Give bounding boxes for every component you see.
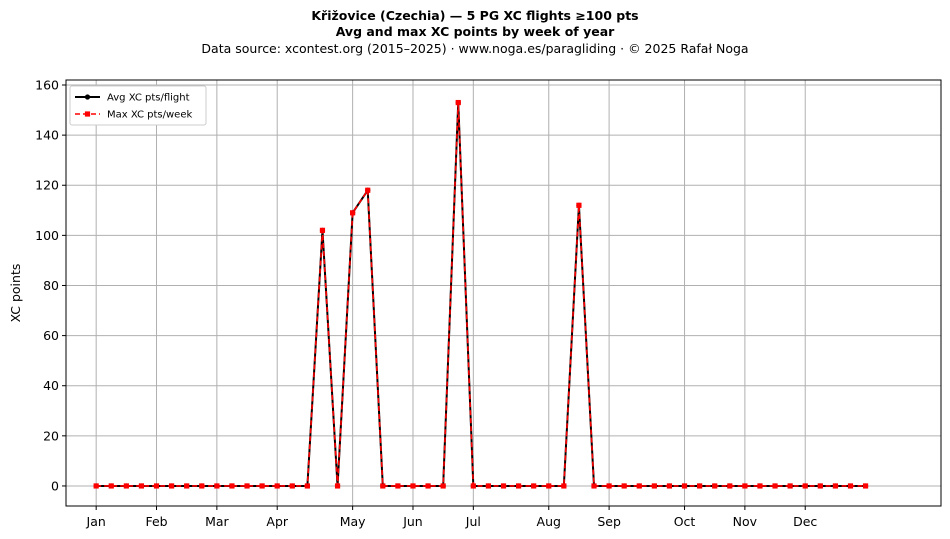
max-data-point <box>350 210 356 216</box>
max-data-point <box>365 187 371 193</box>
y-tick-label: 160 <box>35 78 59 93</box>
series-layer <box>93 99 869 489</box>
max-data-point <box>621 483 627 489</box>
max-data-point <box>169 483 175 489</box>
y-tick-label: 60 <box>43 328 59 343</box>
legend-marker-avg <box>84 94 91 100</box>
max-data-point <box>561 483 567 489</box>
max-data-point <box>199 483 205 489</box>
max-data-point <box>681 483 688 489</box>
x-tick-label: Jan <box>86 514 106 529</box>
axis-layer: Jan Feb Mar Apr May Jun Jul Aug Sep Oct Nov Dec 0 20 4… <box>35 78 817 529</box>
max-data-point <box>304 483 310 489</box>
legend-label-avg: Avg XC pts/flight <box>107 93 190 104</box>
x-tick-label: Oct <box>674 514 696 529</box>
max-data-point <box>244 483 250 489</box>
y-tick-label: 20 <box>43 428 59 443</box>
max-data-point <box>138 483 145 489</box>
max-data-point <box>410 483 416 489</box>
max-data-point <box>440 483 446 489</box>
x-tick-label: Sep <box>597 514 621 529</box>
legend-marker-max <box>84 111 91 117</box>
max-data-point <box>802 483 808 489</box>
grid-layer <box>66 80 941 506</box>
max-data-point <box>712 483 718 489</box>
max-data-point <box>455 99 461 106</box>
series-line-max <box>96 101 866 487</box>
max-data-point <box>727 483 733 489</box>
max-data-point <box>546 483 552 489</box>
max-data-point <box>531 483 537 489</box>
chart-title: Křižovice (Czechia) — 5 PG XC flights ≥1… <box>311 8 639 23</box>
max-data-point <box>108 483 114 489</box>
max-data-point <box>334 483 341 489</box>
max-data-point <box>93 483 99 489</box>
max-data-point <box>274 483 280 489</box>
max-data-point <box>153 483 160 489</box>
max-data-point <box>591 483 597 489</box>
max-data-point <box>862 483 869 489</box>
max-data-point <box>229 483 235 489</box>
max-data-point <box>787 483 793 489</box>
max-data-point <box>606 483 612 489</box>
max-data-point <box>319 227 326 233</box>
y-tick-label: 40 <box>43 378 59 393</box>
max-data-point <box>259 483 265 489</box>
y-tick-label: 80 <box>43 278 59 293</box>
plot-frame <box>65 79 942 507</box>
max-data-point <box>500 483 507 489</box>
max-data-point <box>515 483 522 489</box>
legend-box <box>69 85 207 126</box>
y-tick-label: 120 <box>35 178 59 193</box>
x-tick-label: Apr <box>266 514 288 529</box>
max-data-point <box>380 483 386 489</box>
x-tick-label: Mar <box>205 514 229 529</box>
x-tick-label: Feb <box>145 514 167 529</box>
max-data-point <box>289 483 295 489</box>
max-data-point <box>184 483 190 489</box>
max-data-point <box>817 483 823 489</box>
max-data-point <box>425 483 431 489</box>
chart-source-line: Data source: xcontest.org (2015–2025) · … <box>201 41 749 56</box>
x-tick-label: Dec <box>793 514 817 529</box>
x-tick-label: Jul <box>465 514 481 529</box>
x-tick-label: Jun <box>402 514 423 529</box>
max-data-point <box>214 483 220 489</box>
max-data-point <box>576 202 582 208</box>
series-line-avg <box>96 101 866 487</box>
max-data-point <box>757 483 763 489</box>
max-data-point <box>772 483 778 489</box>
max-data-point <box>470 483 476 489</box>
max-data-point <box>636 483 642 489</box>
x-tick-label: May <box>340 514 366 529</box>
max-data-point <box>651 483 657 489</box>
x-tick-label: Aug <box>537 514 561 529</box>
max-data-point <box>697 483 703 489</box>
y-tick-label: 100 <box>35 228 59 243</box>
chart-titles: Křižovice (Czechia) — 5 PG XC flights ≥1… <box>0 8 950 57</box>
max-data-point <box>847 483 854 489</box>
max-data-point <box>395 483 401 489</box>
max-data-point <box>485 483 492 489</box>
max-data-point <box>742 483 748 489</box>
max-data-point <box>666 483 673 489</box>
y-tick-label: 140 <box>35 128 59 143</box>
legend: Avg XC pts/flight Max XC pts/week <box>69 85 207 126</box>
chart-subtitle: Avg and max XC points by week of year <box>335 24 615 39</box>
y-tick-label: 0 <box>51 478 59 493</box>
x-tick-label: Nov <box>733 514 758 529</box>
y-axis-label: XC points <box>8 264 23 323</box>
legend-label-max: Max XC pts/week <box>107 110 192 121</box>
max-data-point <box>832 483 838 489</box>
max-data-point <box>123 483 129 489</box>
